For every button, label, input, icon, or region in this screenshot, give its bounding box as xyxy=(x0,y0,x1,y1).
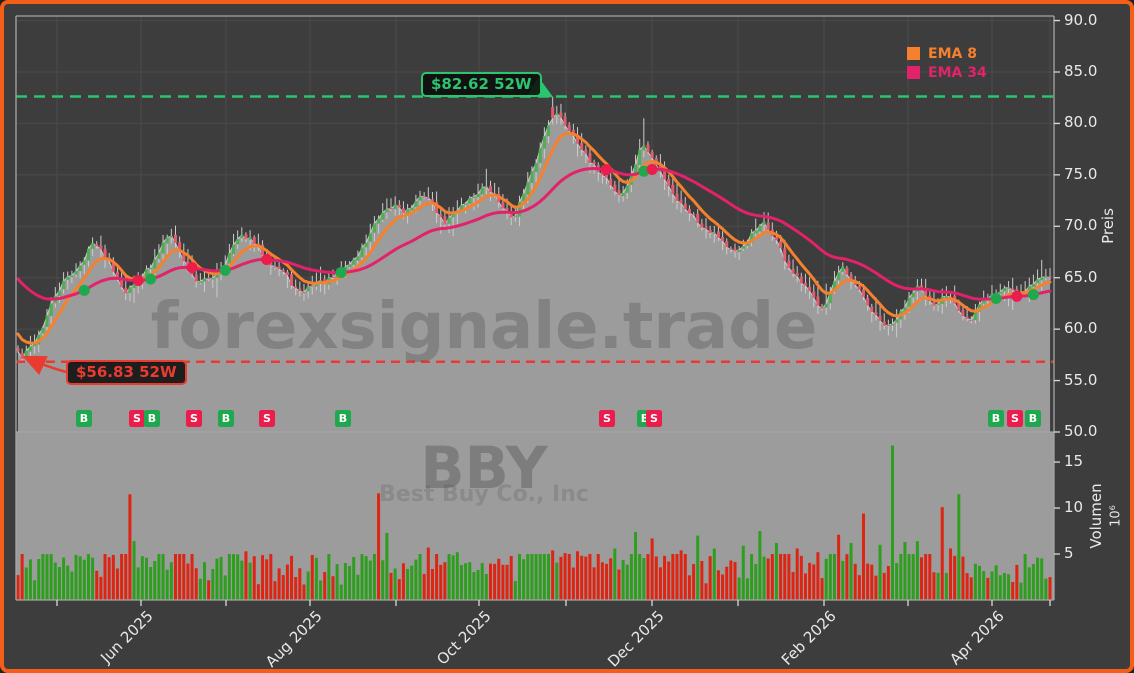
indicator-lines xyxy=(16,95,1054,363)
watermark-site: forexsignale.trade xyxy=(151,290,818,364)
watermark-symbol: BBY xyxy=(420,434,548,502)
candlesticks xyxy=(16,96,1052,362)
price-volume-chart: forexsignale.trade BBY Best Buy Co., Inc xyxy=(15,15,1060,606)
axes-spines-ticks xyxy=(15,15,1060,606)
watermark-company: Best Buy Co., Inc xyxy=(379,482,589,507)
volume-bars xyxy=(16,445,1052,600)
price-area-fill xyxy=(17,112,1051,433)
